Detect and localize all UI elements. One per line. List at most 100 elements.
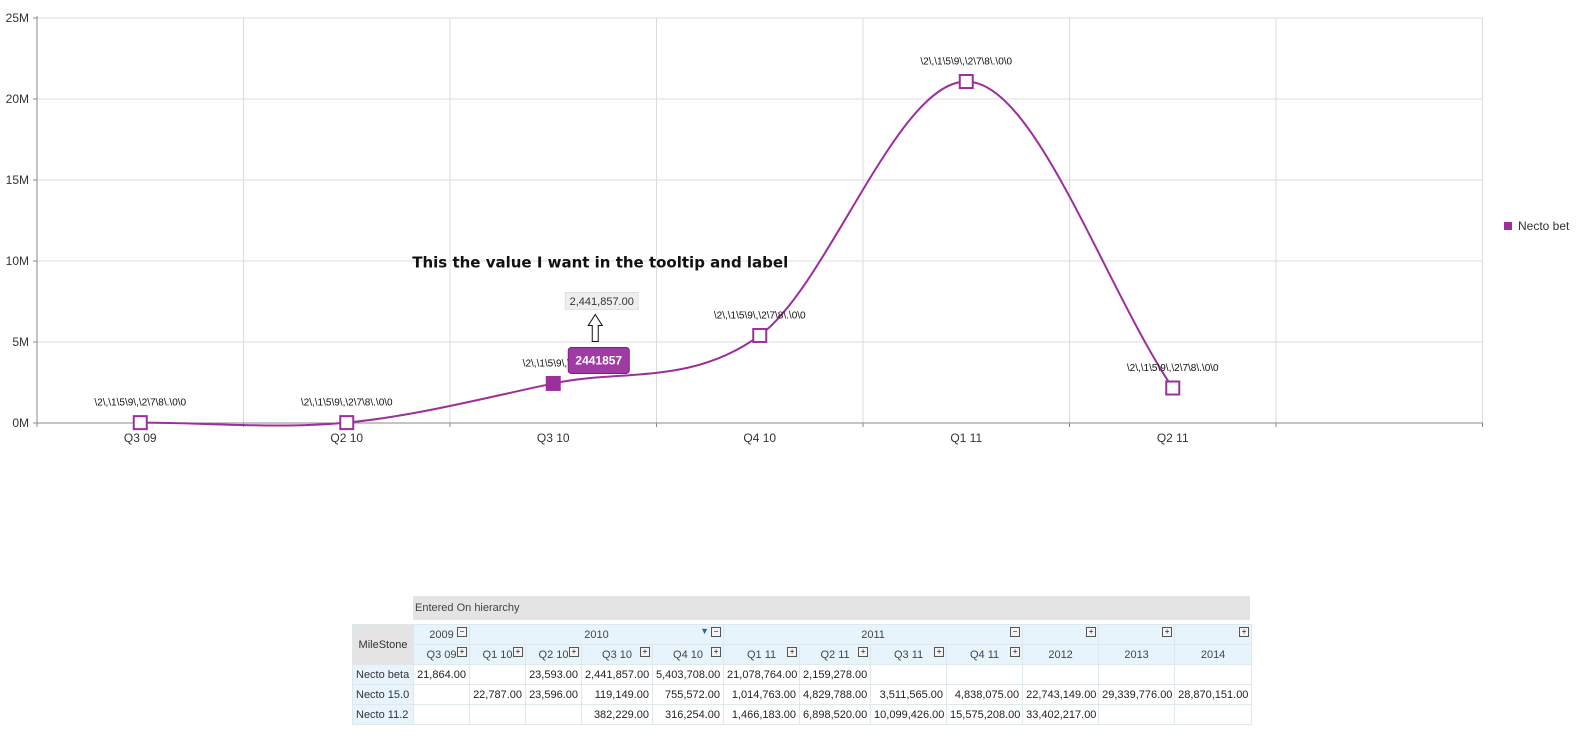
table-cell: 755,572.00 <box>651 684 725 705</box>
filter-icon[interactable]: ▼ <box>700 626 710 636</box>
y-tick-label: 0M <box>12 416 29 430</box>
year-header-2014: + <box>1174 624 1253 645</box>
expand-icon[interactable]: + <box>640 647 650 657</box>
table-cell: 316,254.00 <box>651 704 725 725</box>
table-cell <box>1174 704 1253 725</box>
period-header: Q2 10 + <box>525 644 582 665</box>
table-cell: 22,787.00 <box>469 684 526 705</box>
table-row: Necto beta 21,864.00 23,593.00 2,441,857.00… <box>352 664 1253 685</box>
period-header: Q4 11 + <box>946 644 1024 665</box>
x-tick-label: Q4 10 <box>743 431 776 445</box>
collapse-icon[interactable]: − <box>711 627 722 637</box>
table-cell <box>1098 664 1176 685</box>
collapse-icon[interactable]: − <box>457 627 467 637</box>
period-label: Q2 10 <box>538 648 569 661</box>
annotation-text: This the value I want in the tooltip and… <box>412 253 788 271</box>
expand-icon[interactable]: + <box>513 647 523 657</box>
period-header: Q3 11 + <box>870 644 948 665</box>
table-cell <box>469 664 526 685</box>
y-tick-label: 25M <box>6 11 29 25</box>
year-header-2011: 2011 − <box>723 624 1024 645</box>
table-cell <box>1022 664 1100 685</box>
table-cell <box>525 704 582 725</box>
row-header[interactable]: Necto 15.0 <box>352 684 414 705</box>
x-tick-label: Q3 10 <box>537 431 570 445</box>
table-cell: 29,339,776.00 <box>1098 684 1176 705</box>
table-cell: 119,149.00 <box>581 684 653 705</box>
table-row: Necto 15.0 22,787.00 23,596.00 119,149.00 75… <box>352 684 1253 705</box>
year-header-2012: + <box>1022 624 1100 645</box>
data-label: \2\,\1\5\9\,\2\7\8\.\0\0 <box>1127 363 1219 374</box>
expand-icon[interactable]: + <box>1086 627 1097 637</box>
expand-icon[interactable]: + <box>934 647 945 657</box>
expand-icon[interactable]: + <box>787 647 798 657</box>
table-cell: 4,838,075.00 <box>946 684 1024 705</box>
data-label: \2\,\1\5\9\,\2\7\8\.\0\0 <box>920 57 1012 68</box>
period-header-row: Q3 09 + Q1 10 + Q2 10 + Q3 10 + Q4 10 + Q1 11 + Q2 1… <box>353 644 1253 665</box>
period-label: Q3 10 <box>602 648 632 661</box>
pivot-table: MileStone 2009 − 2010 ▼ − 2011 − + <box>352 624 1253 725</box>
table-cell: 5,403,708.00 <box>651 664 725 685</box>
table-cell: 22,743,149.00 <box>1022 684 1100 705</box>
period-label: Q4 11 <box>969 648 1000 661</box>
pivot-table-container: Entered On hierarchy MileStone 2009 − 20… <box>352 596 1253 725</box>
table-cell: 4,829,788.00 <box>799 684 872 705</box>
expand-icon[interactable]: + <box>1010 647 1021 657</box>
period-label: Q1 11 <box>746 648 777 661</box>
x-tick-label: Q1 11 <box>950 431 982 445</box>
period-header: 2014 <box>1174 644 1253 665</box>
period-header: Q3 09 + <box>413 644 470 665</box>
pivot-caption: Entered On hierarchy <box>413 596 1250 620</box>
expand-icon[interactable]: + <box>1162 627 1173 637</box>
row-header[interactable]: Necto 11.2 <box>352 704 414 725</box>
data-point <box>339 415 355 431</box>
table-cell <box>870 664 948 685</box>
table-cell: 6,898,520.00 <box>799 704 872 725</box>
period-header: Q2 11 + <box>799 644 872 665</box>
table-cell <box>469 704 526 725</box>
table-cell: 21,078,764.00 <box>723 664 801 685</box>
table-cell <box>413 684 470 705</box>
year-header-2010: 2010 ▼ − <box>468 624 725 645</box>
pivot-body: Necto beta 21,864.00 23,593.00 2,441,857.00… <box>352 664 1253 725</box>
data-point <box>958 74 974 90</box>
x-tick-label: Q3 09 <box>124 431 157 445</box>
table-cell: 2,159,278.00 <box>799 664 872 685</box>
period-label: Q4 10 <box>673 648 703 661</box>
arrow-up-icon <box>587 313 604 342</box>
table-cell: 1,466,183.00 <box>723 704 801 725</box>
collapse-icon[interactable]: − <box>1010 627 1021 637</box>
table-row: Necto 11.2 382,229.00 316,254.00 1,466,183.… <box>352 704 1253 725</box>
y-tick-label: 15M <box>6 173 29 187</box>
x-tick-label: Q2 10 <box>330 431 363 445</box>
period-label: Q1 10 <box>482 648 513 661</box>
y-tick-label: 10M <box>6 254 29 268</box>
tooltip-value: 2,441,857.00 <box>570 296 634 308</box>
legend-swatch <box>1504 222 1512 230</box>
table-cell: 23,593.00 <box>525 664 582 685</box>
table-cell <box>946 664 1024 685</box>
expand-icon[interactable]: + <box>569 647 579 657</box>
period-label: Q3 11 <box>893 648 924 661</box>
table-cell: 2,441,857.00 <box>581 664 653 685</box>
period-header: 2012 <box>1022 644 1100 665</box>
data-point <box>132 415 148 431</box>
x-tick-label: Q2 11 <box>1157 431 1189 445</box>
period-header: Q3 10 + <box>581 644 653 665</box>
row-header[interactable]: Necto beta <box>352 664 414 685</box>
period-label: Q2 11 <box>820 648 850 661</box>
data-point-highlighted <box>545 375 561 391</box>
table-cell: 1,014,763.00 <box>723 684 801 705</box>
table-cell: 28,870,151.00 <box>1174 684 1253 705</box>
data-point <box>1165 380 1181 396</box>
expand-icon[interactable]: + <box>457 647 467 657</box>
data-label: \2\,\1\5\9\,\2\7 <box>523 358 585 369</box>
year-header-2013: + <box>1098 624 1176 645</box>
expand-icon[interactable]: + <box>711 647 722 657</box>
period-label: 2014 <box>1200 648 1226 661</box>
data-label: \2\,\1\5\9\,\2\7\8\.\0\0 <box>714 310 806 321</box>
table-cell <box>413 704 470 725</box>
table-cell: 33,402,217.00 <box>1022 704 1100 725</box>
expand-icon[interactable]: + <box>1239 627 1250 637</box>
expand-icon[interactable]: + <box>858 647 869 657</box>
